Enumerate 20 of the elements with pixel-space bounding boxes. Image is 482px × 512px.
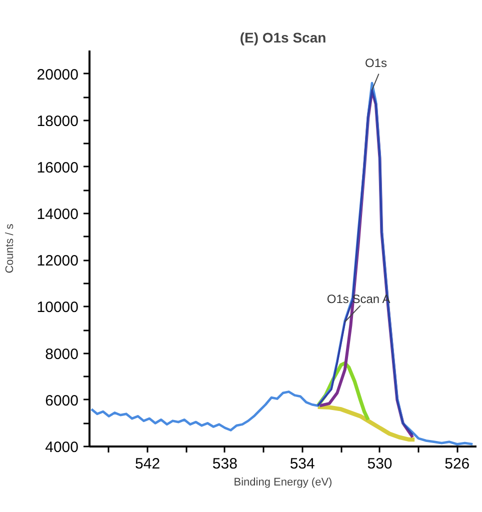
x-tick-label: 542 <box>135 456 160 472</box>
annotation: O1s <box>365 56 388 70</box>
y-tick-label: 6000 <box>45 392 79 410</box>
x-tick-label: 534 <box>290 456 315 472</box>
y-tick-label: 8000 <box>45 346 79 363</box>
x-tick-label: 530 <box>367 456 392 472</box>
y-tick-label: 16000 <box>36 159 79 176</box>
chart-title: (E) O1s Scan <box>240 30 326 46</box>
x-tick-label: 538 <box>212 456 238 472</box>
y-axis-title: Counts / s <box>4 223 16 274</box>
y-tick-label: 10000 <box>36 299 79 316</box>
y-tick-label: 4000 <box>45 439 79 456</box>
y-tick-label: 14000 <box>36 206 79 224</box>
x-tick-label: 526 <box>444 456 470 472</box>
y-tick-label: 12000 <box>36 252 79 270</box>
line-series <box>90 82 474 446</box>
y-tick-label: 20000 <box>36 66 79 84</box>
y-tick-label: 18000 <box>36 112 79 130</box>
x-axis-title: Binding Energy (eV) <box>234 476 332 488</box>
line-series <box>316 404 417 442</box>
